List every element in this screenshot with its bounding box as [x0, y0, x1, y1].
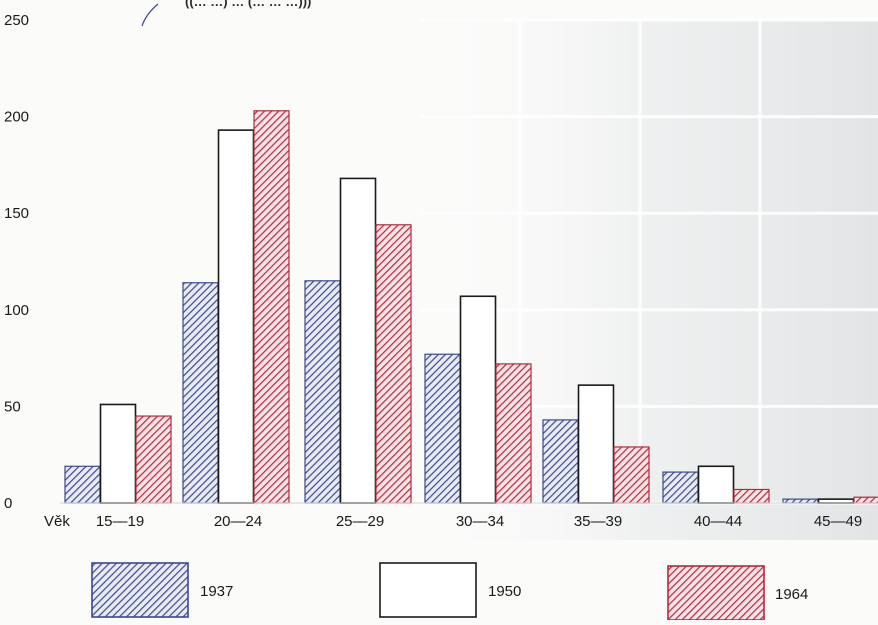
bar-1950-25—29	[339, 177, 377, 504]
y-axis: 0 50 100 150 200 250	[4, 12, 29, 512]
bar-1964-15—19	[135, 415, 172, 504]
x-tick-label: 25—29	[336, 513, 384, 530]
legend-swatch-1950	[379, 562, 477, 618]
x-tick-label: 45—49	[814, 513, 862, 530]
y-tick-label: 200	[4, 109, 29, 126]
bar-1937-30—34	[424, 353, 461, 504]
legend-label-1937: 1937	[200, 583, 233, 600]
bar-1964-30—34	[495, 363, 532, 504]
bar-1937-25—29	[304, 280, 341, 504]
bar-1964-25—29	[375, 224, 412, 504]
bar-1937-20—24	[182, 282, 219, 504]
x-tick-label: 15—19	[96, 513, 144, 530]
legend-label-1964: 1964	[775, 586, 808, 603]
x-axis: Věk 15—19 20—24 25—29 30—34 35—39 40—44 45—49	[44, 502, 878, 530]
y-tick-label: 50	[4, 398, 21, 415]
bar-1964-35—39	[613, 446, 650, 504]
bar-1964-40—44	[733, 488, 770, 504]
bars	[64, 110, 878, 504]
y-tick-label: 150	[4, 205, 29, 222]
x-tick-label: 35—39	[574, 513, 622, 530]
bar-1937-40—44	[662, 471, 699, 504]
bar-1950-35—39	[577, 384, 615, 504]
bar-1950-15—19	[99, 403, 137, 504]
ink-stroke	[141, 3, 159, 27]
bar-1937-45—49	[782, 498, 819, 504]
y-tick-label: 250	[4, 12, 29, 29]
y-tick-label: 100	[4, 302, 29, 319]
x-tick-label: 20—24	[214, 513, 262, 530]
x-axis-prefix-label: Věk	[44, 513, 70, 530]
bar-1950-45—49	[817, 498, 855, 504]
legend: 1937 1950 1964	[91, 562, 808, 621]
bar-1964-20—24	[253, 110, 290, 504]
bar-1950-20—24	[217, 129, 255, 504]
legend-swatch-1964	[667, 565, 765, 621]
bar-1950-30—34	[459, 295, 497, 504]
legend-label-1950: 1950	[488, 583, 521, 600]
bar-1950-40—44	[697, 465, 735, 504]
bar-1937-35—39	[542, 419, 579, 504]
bar-1964-45—49	[853, 496, 878, 504]
legend-swatch-1937	[91, 562, 189, 618]
x-tick-label: 40—44	[694, 513, 742, 530]
chart-title-fragment: ((… …) … (… … …)))	[185, 0, 311, 9]
bar-1937-15—19	[64, 465, 101, 504]
x-tick-label: 30—34	[456, 513, 504, 530]
y-tick-label: 0	[4, 495, 12, 512]
